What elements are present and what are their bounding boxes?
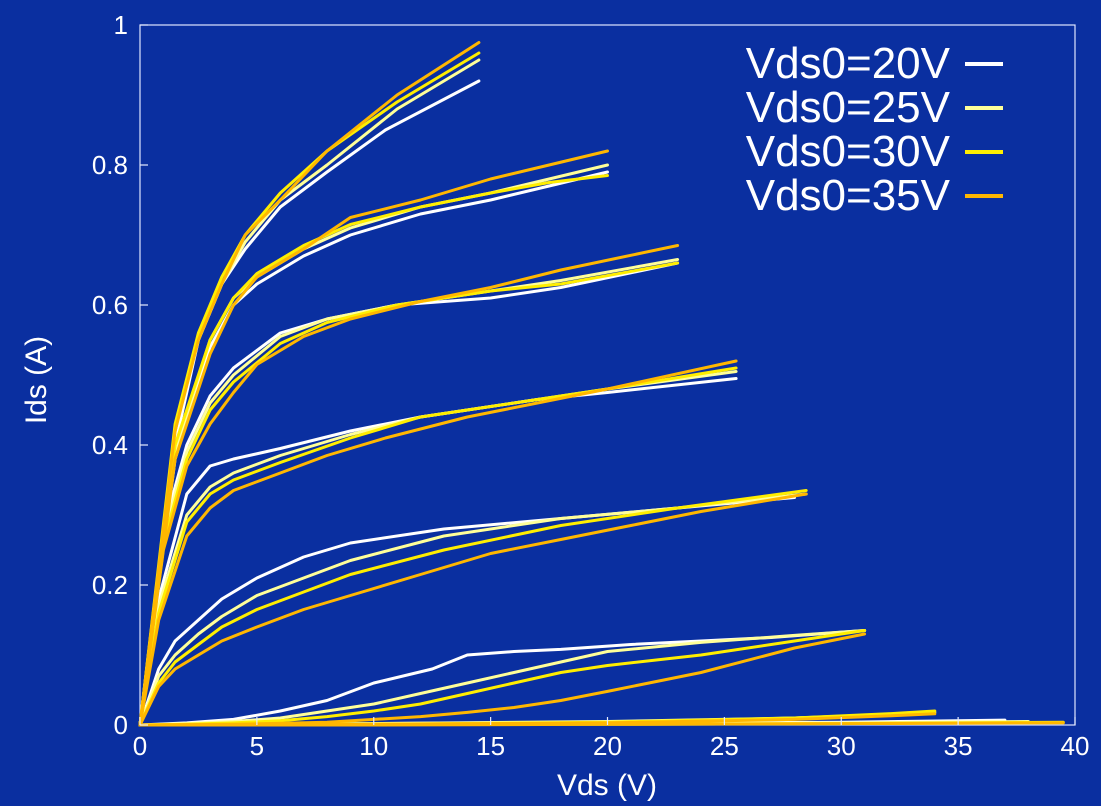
iv-curve [138, 366, 738, 727]
x-tick-label: 40 [1061, 731, 1090, 761]
iv-curve [138, 174, 609, 727]
x-tick-label: 35 [944, 731, 973, 761]
iv-curve [138, 492, 808, 727]
legend-label: Vds0=30V [746, 127, 951, 176]
iv-curve [138, 629, 867, 727]
y-tick-label: 0.4 [92, 430, 128, 460]
x-tick-label: 15 [476, 731, 505, 761]
y-axis-ticks: 0 0.2 0.4 0.6 0.8 1 [92, 10, 148, 740]
legend-label: Vds0=25V [746, 83, 951, 132]
y-tick-label: 1 [114, 10, 128, 40]
iv-curve [138, 149, 609, 727]
iv-curve [138, 492, 808, 727]
x-tick-label: 25 [710, 731, 739, 761]
iv-curve [138, 41, 481, 727]
curve-layer [138, 41, 1065, 727]
legend-label: Vds0=20V [746, 39, 951, 88]
iv-curve [138, 261, 680, 727]
x-axis-ticks: 0 5 10 15 20 25 30 35 40 [133, 717, 1090, 761]
y-tick-label: 0.8 [92, 150, 128, 180]
legend-label: Vds0=35V [746, 171, 951, 220]
series-vds0-35v [138, 41, 1065, 727]
iv-curve [138, 261, 680, 727]
x-tick-label: 30 [827, 731, 856, 761]
x-tick-label: 5 [250, 731, 264, 761]
y-tick-label: 0 [114, 710, 128, 740]
iv-curve [138, 79, 481, 727]
iv-curve [138, 632, 867, 727]
y-axis-title: Ids (A) [20, 336, 53, 424]
iv-curve [138, 489, 808, 727]
iv-curve [138, 629, 867, 727]
iv-curve [138, 244, 680, 727]
x-tick-label: 20 [593, 731, 622, 761]
y-tick-label: 0.6 [92, 290, 128, 320]
iv-curve [138, 629, 867, 727]
x-tick-label: 0 [133, 731, 147, 761]
x-axis-title: Vds (V) [557, 769, 657, 802]
iv-curve [138, 359, 738, 727]
x-tick-label: 10 [359, 731, 388, 761]
y-tick-label: 0.2 [92, 570, 128, 600]
